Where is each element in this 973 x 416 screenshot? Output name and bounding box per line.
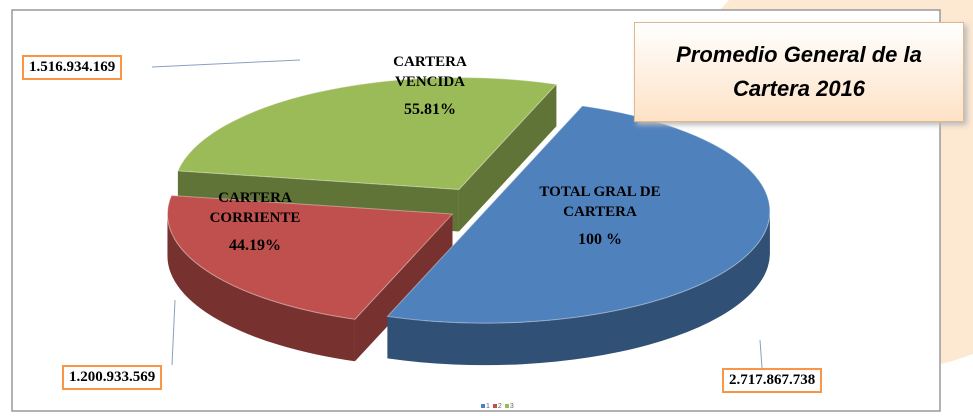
slice-label: CARTERA VENCIDA 55.81%: [360, 52, 500, 120]
slice-side: [167, 214, 355, 362]
leader-line: [759, 339, 763, 369]
slice-label: CARTERA CORRIENTE 44.19%: [190, 188, 320, 256]
category-label: CARTERA VENCIDA: [393, 54, 467, 90]
slice: [386, 105, 771, 324]
value-label: 1.516.934.169: [22, 55, 123, 80]
percent-label: 100 %: [578, 231, 622, 248]
percent-label: 55.81%: [404, 101, 456, 118]
slice-cut-face: [458, 84, 557, 232]
legend-label: 3: [509, 403, 514, 410]
legend-swatch: [481, 404, 485, 408]
slice-label: TOTAL GRAL DE CARTERA 100 %: [530, 182, 670, 250]
legend-swatch: [492, 404, 497, 408]
value-label: 2.717.867.738: [722, 368, 823, 393]
slice: [177, 76, 558, 190]
legend-label: 1: [486, 403, 490, 410]
legend-swatch: [504, 404, 509, 408]
category-label: TOTAL GRAL DE CARTERA: [539, 184, 661, 220]
percent-label: 44.19%: [229, 237, 281, 254]
legend-label: 2: [497, 403, 502, 410]
chart-title: Promedio General de la Cartera 2016: [634, 22, 964, 122]
category-label: CARTERA CORRIENTE: [209, 190, 301, 226]
slice-side: [387, 211, 770, 366]
leader-line: [151, 59, 301, 68]
slice: [167, 194, 454, 320]
leader-line: [171, 299, 176, 366]
value-label: 1.200.933.569: [62, 365, 163, 390]
